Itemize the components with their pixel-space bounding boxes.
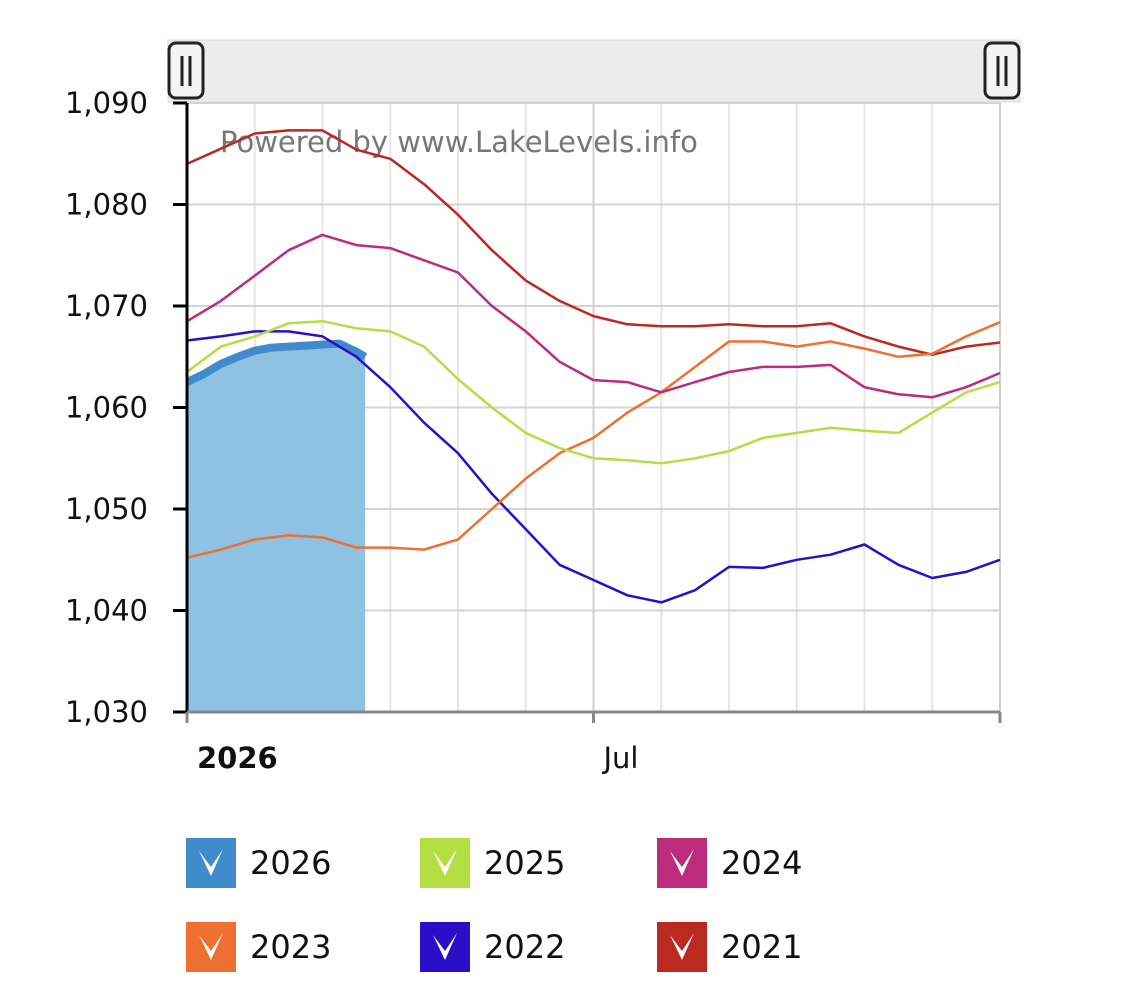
y-tick-label: 1,040 <box>65 594 148 628</box>
grid <box>187 102 1001 712</box>
checkbox-checked-icon[interactable] <box>420 838 470 888</box>
y-tick-label: 1,090 <box>65 86 148 120</box>
scrollbar-left-handle[interactable] <box>167 41 205 100</box>
legend-label: 2024 <box>721 844 803 882</box>
legend-item-2023[interactable]: 2023 <box>186 922 331 972</box>
y-tick-label: 1,070 <box>65 289 148 323</box>
checkbox-checked-icon[interactable] <box>186 922 236 972</box>
legend-item-2022[interactable]: 2022 <box>420 922 565 972</box>
legend-item-2026[interactable]: 2026 <box>186 838 331 888</box>
legend-item-2025[interactable]: 2025 <box>420 838 565 888</box>
series-line-2024 <box>186 233 1001 399</box>
checkbox-checked-icon[interactable] <box>657 922 707 972</box>
y-tick-label: 1,080 <box>65 188 148 222</box>
scrollbar-right-handle[interactable] <box>983 41 1021 100</box>
checkbox-checked-icon[interactable] <box>657 838 707 888</box>
series-line-2023 <box>186 321 1001 559</box>
checkbox-checked-icon[interactable] <box>186 838 236 888</box>
series-line-2026 <box>185 339 368 386</box>
series-line-2022 <box>186 330 1001 604</box>
series-line-2025 <box>186 319 1001 465</box>
range-scrollbar[interactable] <box>167 39 1021 103</box>
legend-label: 2022 <box>484 928 566 966</box>
series-line-2021 <box>186 129 1001 356</box>
legend-label: 2025 <box>484 844 566 882</box>
legend-label: 2026 <box>250 844 332 882</box>
scrollbar-track[interactable] <box>167 39 1021 103</box>
series-area-2026 <box>187 343 366 712</box>
y-tick-label: 1,050 <box>65 492 148 526</box>
legend-label: 2021 <box>721 928 803 966</box>
legend-item-2021[interactable]: 2021 <box>657 922 802 972</box>
legend-item-2024[interactable]: 2024 <box>657 838 802 888</box>
checkbox-checked-icon[interactable] <box>420 922 470 972</box>
legend-label: 2023 <box>250 928 332 966</box>
y-tick-label: 1,060 <box>65 391 148 425</box>
x-tick-label: 2026 <box>197 741 278 775</box>
x-tick-label: Jul <box>602 741 639 775</box>
y-tick-label: 1,030 <box>65 695 148 729</box>
